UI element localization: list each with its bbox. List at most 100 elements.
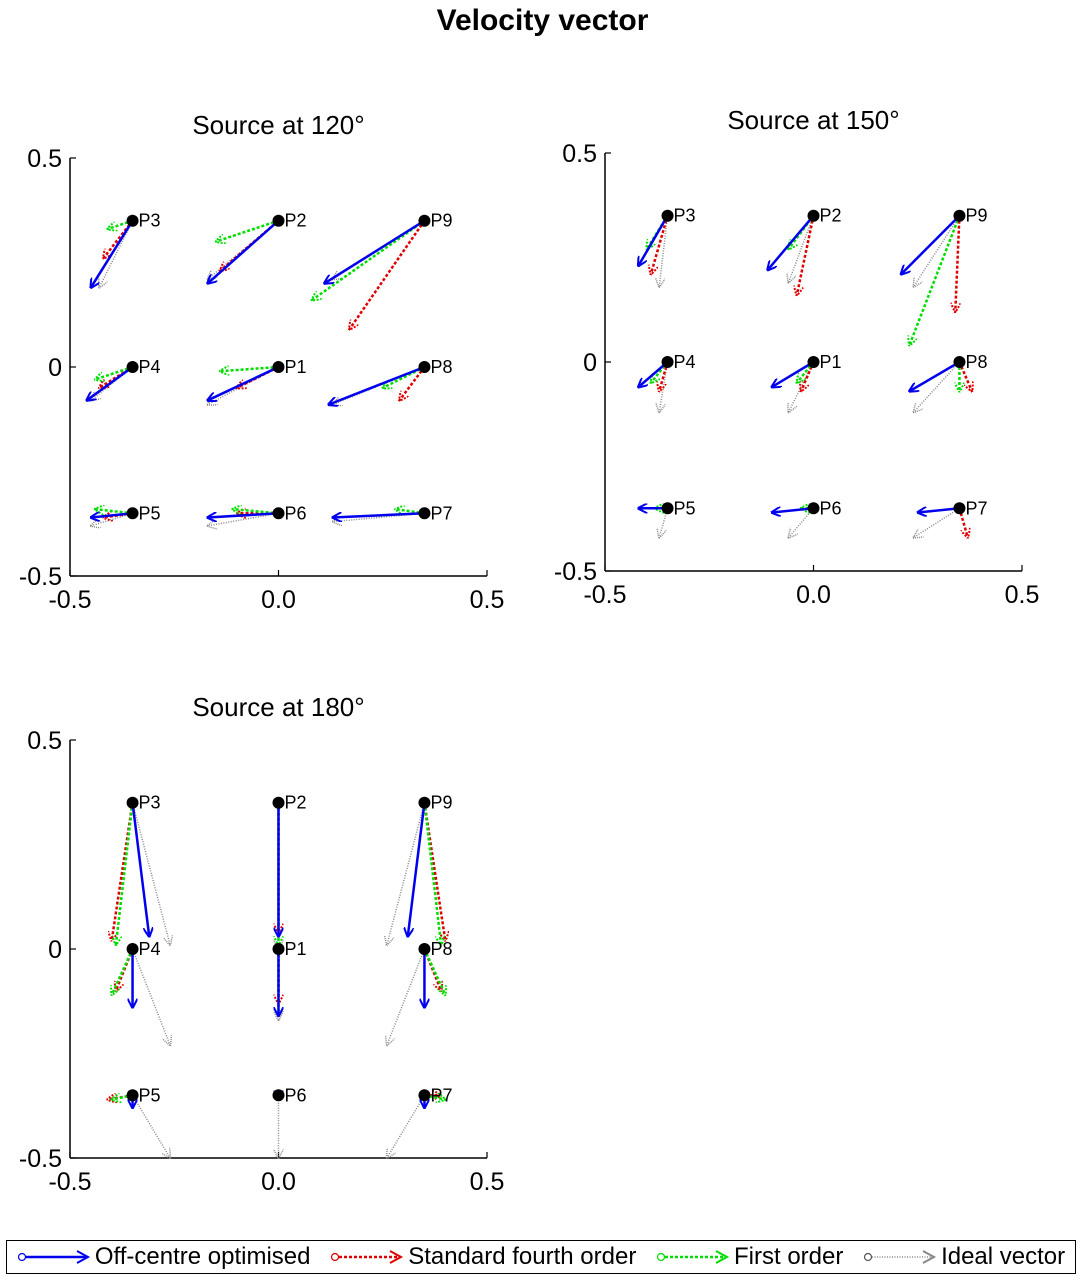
off-centre-vector [208, 219, 280, 284]
position-label: P1 [820, 352, 842, 372]
off-centre-vector [638, 361, 669, 387]
position-marker [953, 209, 966, 222]
position-label: P2 [820, 206, 842, 226]
position-marker [661, 209, 674, 222]
ideal-vector [208, 512, 279, 526]
off-centre-vector [87, 365, 134, 400]
off-centre-vector [131, 802, 150, 937]
ideal-vector [131, 948, 171, 1045]
fourth-vector [797, 215, 815, 295]
first-vector [797, 361, 815, 383]
position-label: P3 [674, 206, 696, 226]
x-tick-label: 0.5 [1005, 581, 1040, 609]
page-title: Velocity vector [436, 4, 649, 37]
first-vector [423, 802, 441, 945]
off-centre-vector [208, 365, 280, 400]
position-label: P5 [674, 498, 696, 518]
position-marker [272, 796, 285, 809]
position-label: P4 [139, 357, 161, 377]
fourth-vector [112, 802, 134, 941]
position-marker [126, 507, 139, 520]
first-vector [108, 219, 133, 229]
position-marker [953, 502, 966, 515]
off-centre-vector [772, 360, 815, 387]
position-marker [272, 943, 285, 955]
position-label: P4 [674, 352, 696, 372]
panel-title: Source at 150° [727, 105, 899, 135]
ideal-vector [914, 507, 960, 537]
off-centre-vector [208, 513, 279, 517]
off-centre-vector [901, 214, 961, 275]
position-label: P8 [965, 352, 987, 372]
x-tick-label: 0.0 [796, 581, 831, 609]
position-label: P6 [285, 1085, 307, 1105]
legend-item-off-centre: Off-centre optimised [17, 1243, 311, 1271]
position-marker [418, 214, 431, 227]
position-label: P1 [285, 939, 307, 959]
position-marker [418, 361, 431, 373]
off-centre-vector [909, 360, 961, 391]
chart-panel: Source at 120° -0.5 0.0 0.5 -0.5 0 0.5 P1 P2 P3 P4… [19, 110, 504, 614]
off-centre-vector [768, 214, 815, 270]
legend-label: Off-centre optimised [94, 1243, 311, 1270]
first-vector [216, 219, 279, 242]
off-centre-vector [772, 508, 814, 512]
position-marker [272, 507, 285, 520]
first-vector [112, 1095, 133, 1099]
first-vector [112, 948, 134, 995]
first-vector [95, 365, 133, 380]
position-label: P5 [139, 503, 161, 523]
y-tick-label: 0 [48, 936, 62, 964]
position-marker [126, 361, 139, 373]
position-label: P6 [820, 498, 842, 518]
y-tick-label: 0.5 [562, 140, 597, 168]
position-label: P9 [430, 211, 452, 231]
position-marker [418, 507, 431, 520]
position-marker [272, 214, 285, 227]
first-vector [651, 361, 669, 383]
legend-swatch [656, 1250, 730, 1264]
position-label: P1 [285, 357, 307, 377]
position-marker [418, 796, 431, 809]
off-centre-vector [91, 220, 134, 288]
y-tick-label: 0.5 [27, 727, 62, 755]
position-marker [126, 214, 139, 227]
position-label: P4 [139, 939, 161, 959]
x-tick-label: 0.5 [470, 1168, 505, 1196]
panel-title: Source at 120° [192, 110, 364, 140]
position-label: P8 [430, 357, 452, 377]
x-tick-label: 0.0 [261, 586, 296, 614]
position-marker [272, 1089, 285, 1102]
first-vector [423, 948, 445, 995]
off-centre-vector [918, 508, 960, 512]
position-marker [661, 356, 674, 368]
position-label: P5 [139, 1085, 161, 1105]
off-centre-vector [638, 215, 669, 266]
position-label: P9 [430, 793, 452, 813]
x-tick-label: -0.5 [48, 1168, 91, 1196]
position-label: P3 [139, 211, 161, 231]
first-vector [424, 1095, 445, 1099]
position-marker [272, 361, 285, 373]
legend-label: First order [734, 1243, 844, 1270]
position-marker [418, 1089, 431, 1102]
position-marker [661, 502, 674, 515]
legend-swatch [863, 1250, 937, 1264]
ideal-vector [131, 802, 171, 945]
legend-label: Standard fourth order [408, 1243, 637, 1270]
fourth-vector [955, 215, 961, 312]
x-tick-label: -0.5 [48, 586, 91, 614]
fourth-vector [423, 802, 445, 941]
chart-panel: Source at 150° -0.5 0.0 0.5 -0.5 0 0.5 P1 P2 P3 P4… [554, 105, 1039, 609]
position-marker [807, 209, 820, 222]
position-marker [807, 502, 820, 515]
fourth-vector [349, 219, 426, 330]
position-label: P9 [965, 206, 987, 226]
position-marker [126, 1089, 139, 1102]
first-vector [95, 509, 133, 513]
position-marker [953, 356, 966, 368]
y-tick-label: -0.5 [19, 1145, 62, 1173]
position-label: P8 [430, 939, 452, 959]
ideal-vector [333, 366, 425, 405]
position-label: P7 [430, 503, 452, 523]
